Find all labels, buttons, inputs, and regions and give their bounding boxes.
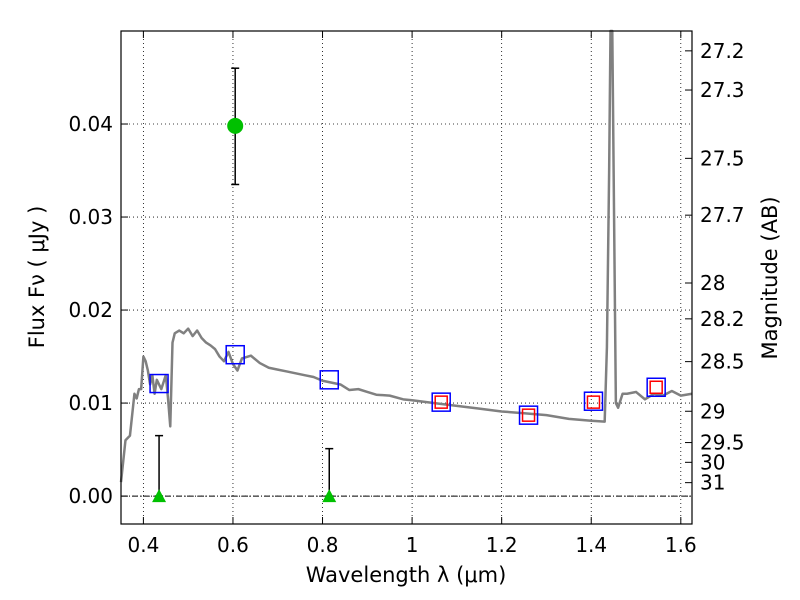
model-photometry-square xyxy=(149,373,169,394)
model-photometry-square xyxy=(646,377,666,398)
upper-limit-triangle xyxy=(322,489,337,503)
model-photometry-square xyxy=(225,344,245,365)
observed-photometry-square xyxy=(521,408,536,422)
y2-tick-label: 31 xyxy=(700,471,725,495)
x-tick-label: 0.8 xyxy=(307,533,339,557)
x-tick-label: 0.6 xyxy=(217,533,249,557)
y2-tick-label: 30 xyxy=(700,450,725,474)
y2-axis-title: Magnitude (AB) xyxy=(758,196,782,359)
x-axis-title: Wavelength λ (μm) xyxy=(306,563,507,587)
y2-tick-label: 28 xyxy=(700,271,725,295)
x-tick-label: 1 xyxy=(406,533,419,557)
model-spectrum-line xyxy=(119,29,693,483)
y-tick-label: 0.02 xyxy=(68,298,113,322)
y2-tick-label: 29.5 xyxy=(700,431,745,455)
y2-tick-label: 27.2 xyxy=(700,39,745,63)
y2-tick-label: 29 xyxy=(700,399,725,423)
y-tick-label: 0.00 xyxy=(68,484,113,508)
y-tick-label: 0.03 xyxy=(68,205,113,229)
observed-photometry-square xyxy=(434,395,448,409)
y2-tick-label: 27.3 xyxy=(700,78,745,102)
x-tick-label: 1.6 xyxy=(665,533,697,557)
detection-point xyxy=(227,117,244,134)
y-axis-title: Flux Fν ( μJy ) xyxy=(25,206,49,349)
y2-tick-label: 27.7 xyxy=(700,203,745,227)
model-photometry-square xyxy=(583,391,604,411)
observed-photometry-square xyxy=(586,395,601,409)
y2-tick-label: 28.2 xyxy=(700,307,745,331)
x-tick-label: 0.4 xyxy=(127,533,159,557)
observed-photometry-square xyxy=(649,380,663,395)
upper-limit-triangle xyxy=(152,489,167,503)
y2-tick-label: 27.5 xyxy=(700,146,745,170)
y2-tick-label: 28.5 xyxy=(700,350,745,374)
model-photometry-square xyxy=(431,392,451,412)
model-photometry-square xyxy=(319,370,339,390)
x-tick-label: 1.2 xyxy=(486,533,518,557)
grid-lines xyxy=(121,31,692,524)
y-tick-label: 0.01 xyxy=(68,391,113,415)
plot-area xyxy=(119,29,693,503)
x-tick-label: 1.4 xyxy=(575,533,607,557)
y-tick-label: 0.04 xyxy=(68,112,113,136)
ticks: 0.4 0.6 0.8 1 1.2 1.4 1.6 0.00 0.01 0.02 0.03 0.04 2… xyxy=(68,31,745,557)
model-photometry-square xyxy=(518,405,539,425)
axes-frame xyxy=(120,30,693,525)
